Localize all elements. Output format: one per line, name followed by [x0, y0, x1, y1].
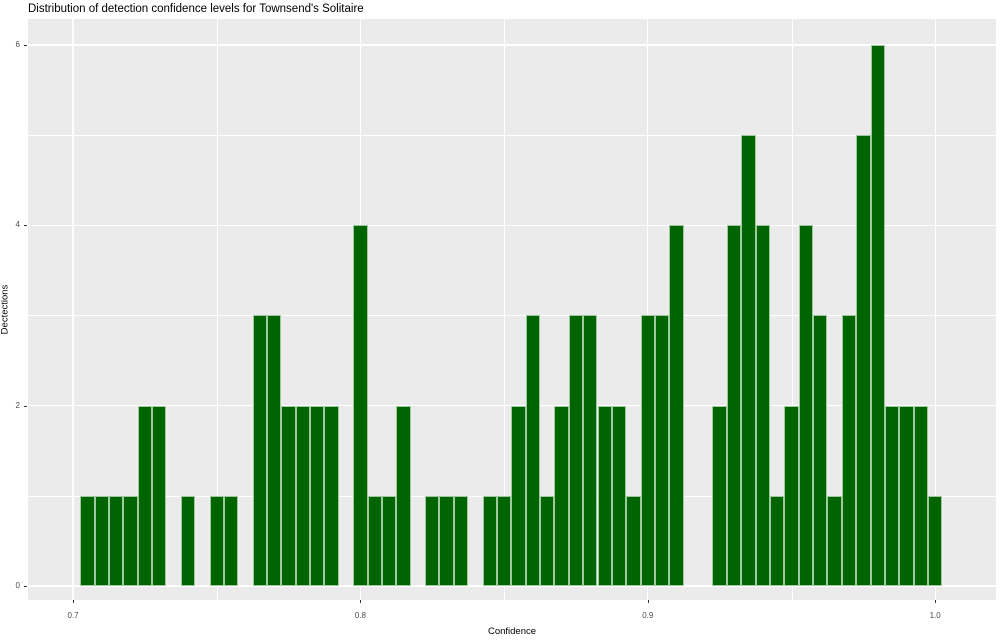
histogram-bar	[310, 405, 325, 586]
y-tick-mark	[24, 44, 27, 46]
y-tick-label: 4	[15, 220, 20, 230]
y-tick-mark	[24, 405, 27, 407]
histogram-bar	[784, 405, 799, 586]
histogram-bar	[482, 495, 497, 586]
x-tick-label: 1.0	[929, 611, 941, 620]
histogram-bar	[827, 495, 842, 586]
histogram-bar	[94, 495, 109, 586]
histogram-bar	[525, 315, 540, 586]
histogram-bar	[295, 405, 311, 586]
y-tick-label: 2	[15, 400, 20, 410]
histogram-bar	[381, 495, 397, 586]
y-tick-mark	[24, 586, 27, 587]
x-axis-title: Confidence	[487, 626, 537, 637]
histogram-bar	[669, 225, 684, 586]
x-tick-mark	[360, 600, 362, 603]
x-tick-mark	[935, 600, 937, 603]
histogram-bar	[137, 405, 153, 586]
histogram-bar	[152, 405, 167, 586]
histogram-bar	[654, 315, 670, 586]
x-tick-label: 0.8	[354, 611, 366, 620]
histogram-bar	[367, 495, 382, 586]
histogram-bar	[80, 495, 95, 586]
histogram-bar	[281, 405, 296, 586]
histogram-bar	[913, 405, 928, 586]
x-tick-label: 0.7	[67, 611, 79, 620]
y-tick-label: 0	[15, 581, 20, 590]
histogram-bar	[353, 225, 368, 586]
gridline-minor-vertical	[791, 19, 793, 600]
histogram-bar	[884, 405, 900, 586]
y-tick-label: 6	[15, 39, 20, 49]
histogram-bar	[266, 315, 282, 586]
histogram-bar	[626, 495, 641, 586]
histogram-bar	[554, 405, 569, 586]
histogram-bar	[568, 315, 584, 586]
y-tick-mark	[24, 225, 27, 227]
histogram-bar	[741, 135, 756, 586]
histogram-bar	[928, 495, 943, 586]
gridline-major-horizontal	[28, 404, 996, 407]
gridline-major-vertical	[647, 19, 649, 600]
gridline-minor-vertical	[216, 19, 218, 600]
histogram-bar	[769, 495, 785, 586]
histogram-bar	[496, 495, 512, 586]
y-axis-title: Dectections	[0, 284, 11, 335]
histogram-bar	[755, 225, 770, 586]
histogram-bar	[856, 135, 871, 586]
gridline-major-horizontal	[28, 44, 996, 46]
gridline-minor-vertical	[504, 19, 505, 600]
chart-title: Distribution of detection confidence lev…	[28, 3, 364, 15]
histogram-bar	[223, 495, 239, 586]
x-tick-mark	[73, 600, 74, 603]
histogram-bar	[453, 495, 469, 586]
gridline-major-horizontal	[28, 224, 996, 226]
histogram-bar	[396, 405, 411, 586]
gridline-major-horizontal	[28, 585, 996, 587]
x-tick-label: 0.9	[642, 611, 654, 620]
histogram-bar	[324, 405, 339, 586]
histogram-bar	[841, 315, 857, 586]
histogram-bar	[870, 44, 885, 586]
histogram-bar	[180, 495, 196, 586]
histogram-bar	[425, 495, 440, 586]
gridline-major-vertical	[72, 19, 74, 600]
histogram-bar	[583, 315, 598, 586]
histogram-bar	[511, 405, 526, 586]
gridline-minor-horizontal	[28, 315, 996, 317]
gridline-major-vertical	[934, 19, 936, 600]
histogram-bar	[209, 495, 224, 586]
histogram-bar	[813, 315, 828, 586]
histogram-bar	[108, 495, 124, 586]
histogram-bar	[712, 405, 727, 586]
histogram-bar	[726, 225, 742, 586]
histogram-bar	[611, 405, 627, 586]
histogram-bar	[439, 495, 454, 586]
x-tick-mark	[647, 600, 649, 603]
gridline-minor-horizontal	[28, 135, 996, 136]
histogram-bar	[899, 405, 914, 586]
histogram-bar	[540, 495, 555, 586]
histogram-bar	[798, 225, 814, 586]
histogram-bar	[123, 495, 138, 586]
histogram-bar	[640, 315, 655, 586]
histogram-bar	[252, 315, 267, 586]
plot-panel	[28, 19, 996, 600]
histogram-bar	[597, 405, 612, 586]
